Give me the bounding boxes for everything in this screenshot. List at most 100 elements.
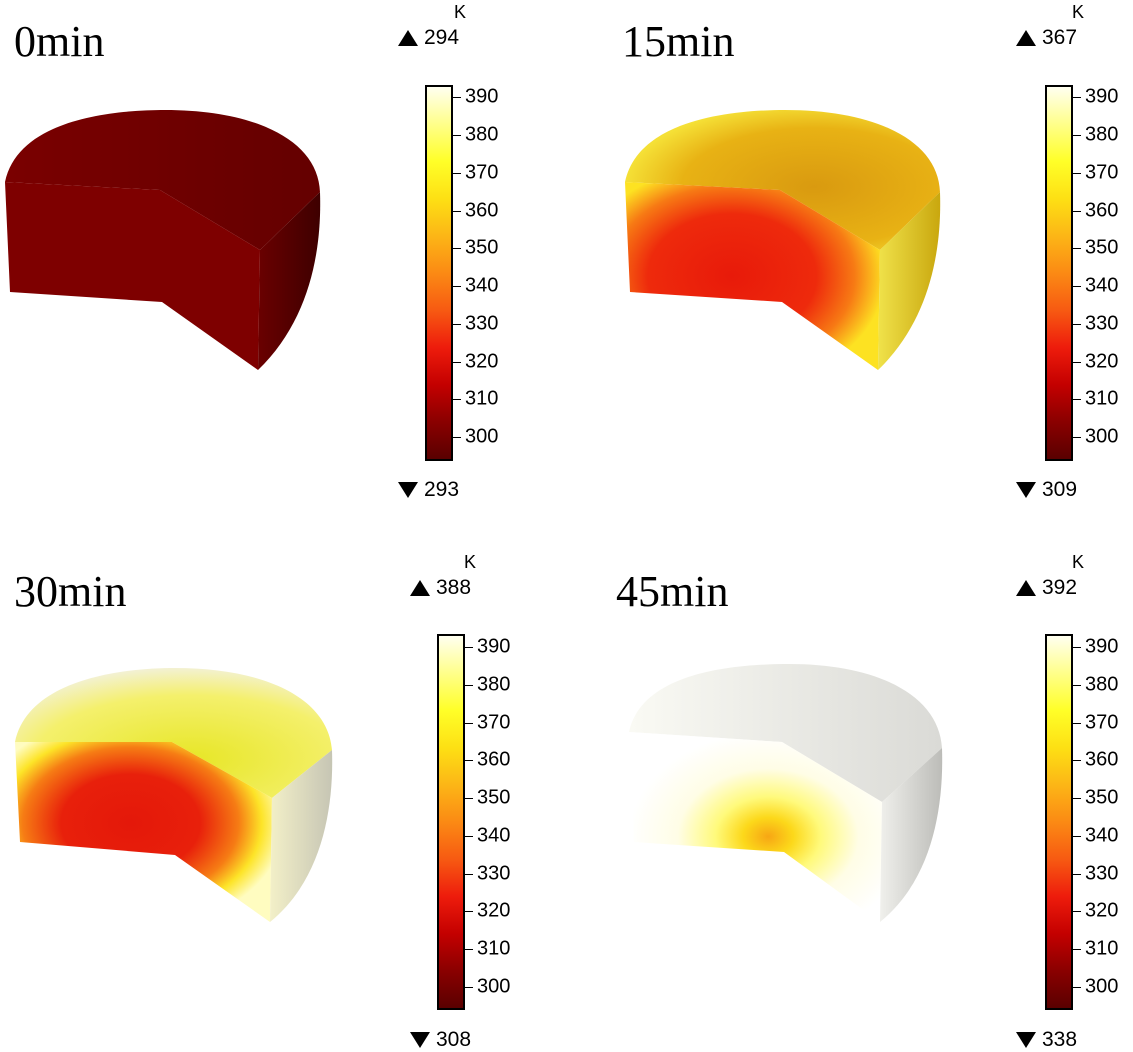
tick-label: 390 bbox=[477, 635, 511, 658]
colorbar bbox=[425, 85, 453, 461]
tick-label: 360 bbox=[477, 748, 511, 771]
cylinder-top-face bbox=[629, 664, 942, 802]
unit-label: K bbox=[454, 2, 467, 22]
tick-label: 330 bbox=[1085, 862, 1119, 885]
tick-label: 310 bbox=[465, 387, 499, 410]
cylinder-side-face bbox=[270, 750, 333, 922]
tick-label: 320 bbox=[1085, 899, 1119, 922]
cylinder-top-face bbox=[15, 668, 332, 798]
tick-label: 350 bbox=[477, 786, 511, 809]
tick-label: 380 bbox=[477, 673, 511, 696]
unit-label: K bbox=[1072, 552, 1085, 572]
tick-label: 330 bbox=[465, 312, 499, 335]
max-value: 294 bbox=[424, 26, 460, 49]
colorbar-ticks: 390 380 370 360 350 340 330 320 310 300 bbox=[425, 85, 525, 461]
tick-label: 360 bbox=[1085, 748, 1119, 771]
panel-0min: 0min K 294 390 380 370 360 350 340 330 3… bbox=[0, 0, 560, 520]
cylinder-cutaway bbox=[625, 110, 941, 370]
time-label: 45min bbox=[616, 567, 729, 616]
max-triangle-icon bbox=[1016, 580, 1036, 596]
tick-label: 320 bbox=[465, 350, 499, 373]
tick-label: 320 bbox=[1085, 350, 1119, 373]
panel-45min: 45min K 392 390 380 370 360 350 340 330 … bbox=[614, 550, 1133, 1051]
max-value-label: 388 bbox=[410, 576, 471, 600]
tick-label: 320 bbox=[477, 899, 511, 922]
tick-label: 310 bbox=[1085, 937, 1119, 960]
tick-label: 300 bbox=[465, 425, 499, 448]
min-value-label: 308 bbox=[410, 1028, 471, 1052]
tick-label: 340 bbox=[465, 274, 499, 297]
tick-label: 300 bbox=[1085, 975, 1119, 998]
tick-label: 370 bbox=[465, 161, 499, 184]
cylinder-cut-face bbox=[625, 182, 880, 370]
tick-label: 350 bbox=[1085, 786, 1119, 809]
tick-label: 350 bbox=[465, 236, 499, 259]
unit-label: K bbox=[464, 552, 477, 572]
min-value-label: 338 bbox=[1016, 1028, 1077, 1052]
min-value: 308 bbox=[436, 1028, 472, 1051]
max-value-label: 367 bbox=[1016, 26, 1077, 50]
max-value: 388 bbox=[436, 576, 472, 599]
tick-label: 370 bbox=[1085, 161, 1119, 184]
min-value-label: 309 bbox=[1016, 478, 1077, 502]
cylinder-cut-face bbox=[629, 732, 882, 922]
time-label: 15min bbox=[622, 17, 735, 66]
max-triangle-icon bbox=[398, 30, 418, 46]
cylinder-side-face bbox=[880, 748, 943, 922]
max-value-label: 294 bbox=[398, 26, 459, 50]
cylinder-top-face bbox=[5, 110, 320, 250]
tick-label: 390 bbox=[1085, 85, 1119, 108]
colorbar bbox=[1045, 634, 1073, 1010]
min-value: 338 bbox=[1042, 1028, 1078, 1051]
cylinder-cut-face bbox=[5, 182, 260, 370]
unit-label: K bbox=[1072, 2, 1085, 22]
tick-label: 380 bbox=[1085, 673, 1119, 696]
min-triangle-icon bbox=[1016, 1032, 1036, 1048]
panel-15min: 15min K 367 390 380 370 360 350 340 330 … bbox=[620, 0, 1133, 520]
tick-label: 370 bbox=[477, 711, 511, 734]
max-triangle-icon bbox=[410, 580, 430, 596]
colorbar-ticks: 390 380 370 360 350 340 330 320 310 300 bbox=[1045, 85, 1133, 461]
tick-label: 360 bbox=[465, 199, 499, 222]
cylinder-side-face bbox=[258, 192, 321, 370]
max-value-label: 392 bbox=[1016, 576, 1077, 600]
tick-label: 370 bbox=[1085, 711, 1119, 734]
tick-label: 380 bbox=[465, 123, 499, 146]
cylinder-cutaway bbox=[629, 664, 943, 922]
tick-label: 340 bbox=[1085, 274, 1119, 297]
max-triangle-icon bbox=[1016, 30, 1036, 46]
min-value-label: 293 bbox=[398, 478, 459, 502]
tick-label: 390 bbox=[1085, 635, 1119, 658]
tick-label: 350 bbox=[1085, 236, 1119, 259]
min-value: 293 bbox=[424, 478, 460, 501]
min-value: 309 bbox=[1042, 478, 1078, 501]
colorbar bbox=[437, 634, 465, 1010]
max-value: 392 bbox=[1042, 576, 1078, 599]
cylinder-cutaway bbox=[15, 668, 333, 922]
max-value: 367 bbox=[1042, 26, 1078, 49]
colorbar-ticks: 390 380 370 360 350 340 330 320 310 300 bbox=[1045, 634, 1133, 1010]
tick-label: 310 bbox=[477, 937, 511, 960]
cylinder-cutaway bbox=[5, 110, 321, 370]
tick-label: 390 bbox=[465, 85, 499, 108]
min-triangle-icon bbox=[398, 482, 418, 498]
colorbar-ticks: 390 380 370 360 350 340 330 320 310 300 bbox=[437, 634, 537, 1010]
tick-label: 330 bbox=[1085, 312, 1119, 335]
tick-label: 380 bbox=[1085, 123, 1119, 146]
colorbar bbox=[1045, 85, 1073, 461]
tick-label: 360 bbox=[1085, 199, 1119, 222]
time-label: 0min bbox=[14, 17, 105, 66]
tick-label: 300 bbox=[477, 975, 511, 998]
tick-label: 340 bbox=[477, 824, 511, 847]
time-label: 30min bbox=[14, 567, 127, 616]
min-triangle-icon bbox=[410, 1032, 430, 1048]
min-triangle-icon bbox=[1016, 482, 1036, 498]
tick-label: 330 bbox=[477, 862, 511, 885]
cylinder-side-face bbox=[878, 192, 941, 370]
tick-label: 300 bbox=[1085, 425, 1119, 448]
cylinder-cut-face bbox=[15, 742, 272, 922]
cylinder-top-face bbox=[625, 110, 940, 250]
tick-label: 310 bbox=[1085, 387, 1119, 410]
tick-label: 340 bbox=[1085, 824, 1119, 847]
panel-30min: 30min K 388 390 380 370 360 350 340 330 … bbox=[0, 550, 560, 1051]
